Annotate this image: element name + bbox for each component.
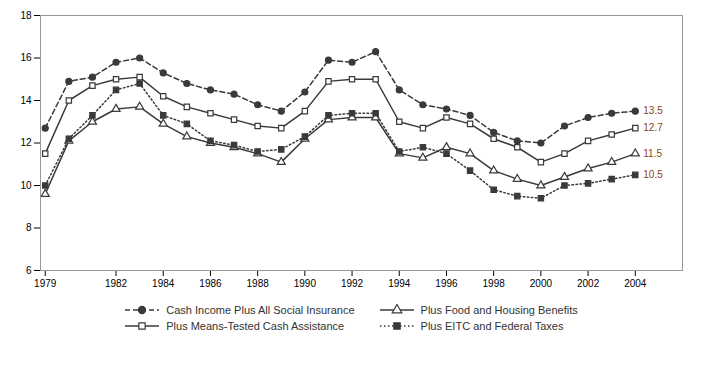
svg-text:1992: 1992: [341, 278, 364, 289]
svg-text:2004: 2004: [624, 278, 647, 289]
svg-text:16: 16: [20, 52, 32, 63]
svg-text:10: 10: [20, 180, 32, 191]
svg-text:18: 18: [20, 10, 32, 21]
svg-text:6: 6: [26, 265, 32, 276]
svg-text:11.5: 11.5: [643, 148, 662, 159]
svg-text:1986: 1986: [199, 278, 222, 289]
html-text:Plus Food and Housing Benefits: Plus Food and Housing Benefits: [420, 304, 578, 316]
svg-text:12: 12: [20, 137, 32, 148]
svg-text:10.5: 10.5: [643, 169, 663, 180]
svg-text:1988: 1988: [247, 278, 270, 289]
html-text:Plus Means-Tested Cash Assista: Plus Means-Tested Cash Assistance: [166, 320, 345, 332]
html-text:Cash Income Plus All Social In: Cash Income Plus All Social Insurance: [166, 304, 355, 316]
svg-text:1984: 1984: [152, 278, 175, 289]
svg-text:2000: 2000: [530, 278, 553, 289]
svg-text:13.5: 13.5: [643, 105, 663, 116]
html-text:Plus EITC and Federal Taxes: Plus EITC and Federal Taxes: [420, 320, 564, 332]
svg-text:1979: 1979: [34, 278, 57, 289]
svg-text:1982: 1982: [105, 278, 128, 289]
svg-text:1990: 1990: [294, 278, 317, 289]
svg-text:14: 14: [20, 95, 32, 106]
svg-text:1998: 1998: [483, 278, 506, 289]
svg-text:1996: 1996: [435, 278, 458, 289]
svg-text:12.7: 12.7: [643, 122, 663, 133]
svg-text:8: 8: [26, 222, 32, 233]
svg-text:2002: 2002: [577, 278, 600, 289]
svg-text:1994: 1994: [388, 278, 411, 289]
